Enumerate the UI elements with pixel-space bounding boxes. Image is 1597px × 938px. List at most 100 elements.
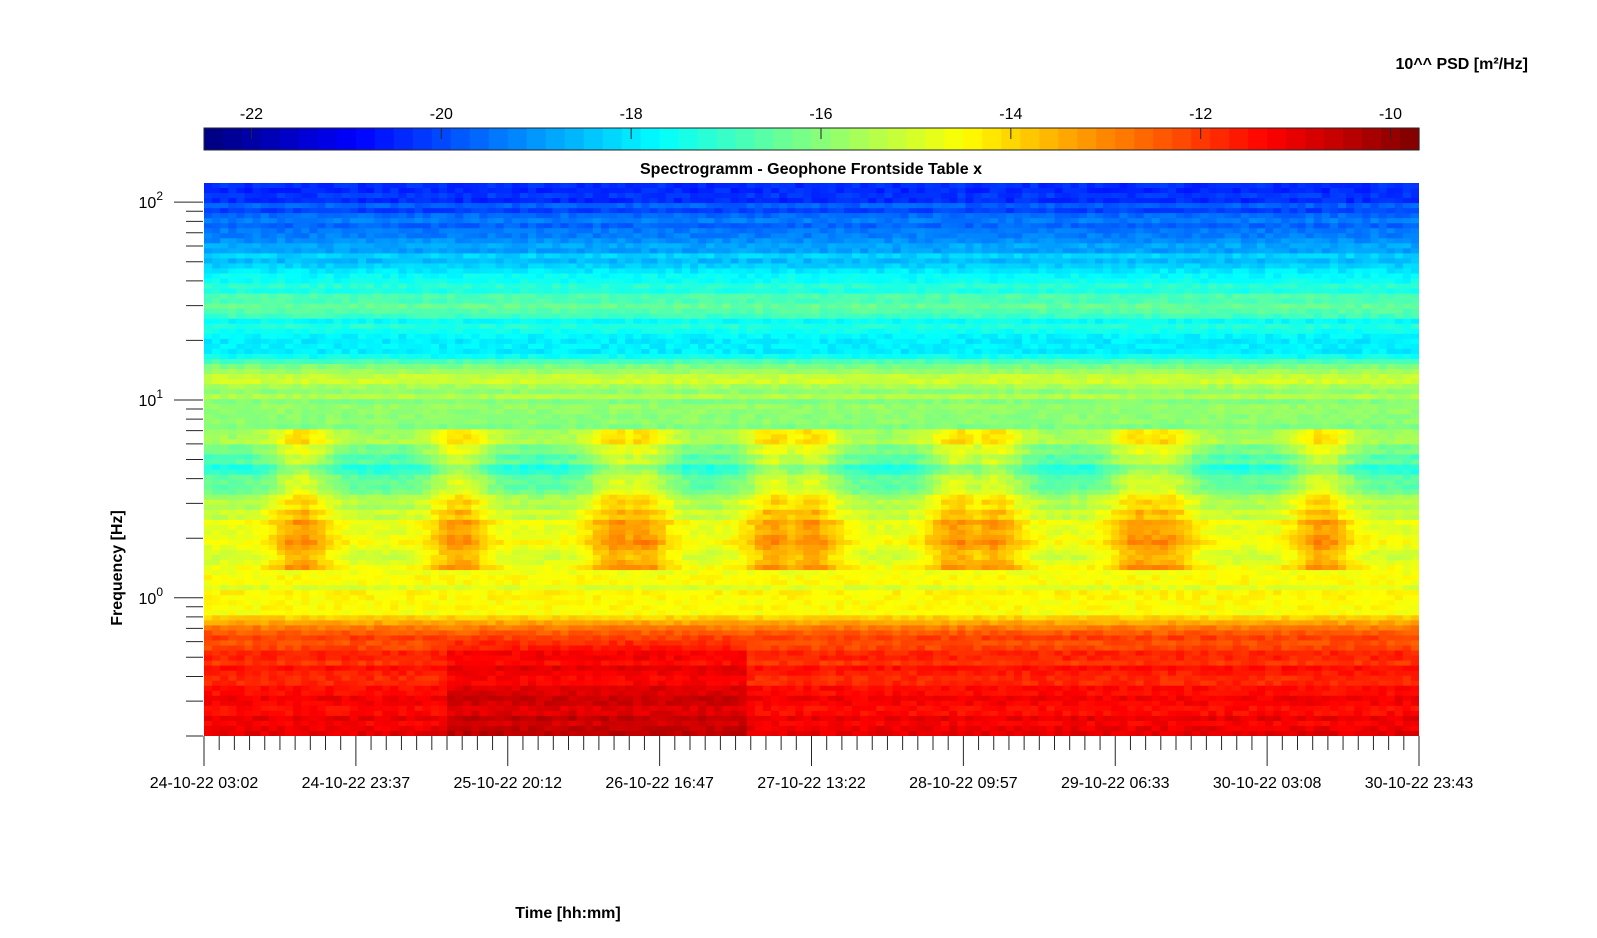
heatmap-cell xyxy=(1297,243,1307,249)
heatmap-cell xyxy=(657,223,667,229)
heatmap-cell xyxy=(1184,303,1193,310)
heatmap-cell xyxy=(609,233,618,239)
heatmap-cell xyxy=(1265,243,1274,249)
heatmap-cell xyxy=(1289,233,1299,239)
heatmap-cell xyxy=(714,258,723,265)
heatmap-cell xyxy=(714,278,723,285)
heatmap-cell xyxy=(519,243,529,249)
heatmap-cell xyxy=(1354,233,1363,239)
heatmap-cell xyxy=(787,213,796,219)
heatmap-cell xyxy=(341,318,351,325)
heatmap-cell xyxy=(673,218,683,224)
heatmap-cell xyxy=(1224,303,1234,310)
heatmap-cell xyxy=(398,233,408,239)
heatmap-cell xyxy=(649,268,659,275)
heatmap-cell xyxy=(560,228,570,234)
heatmap-cell xyxy=(398,258,408,265)
heatmap-cell xyxy=(1103,233,1112,239)
heatmap-cell xyxy=(544,323,553,330)
heatmap-cell xyxy=(1232,248,1242,254)
heatmap-cell xyxy=(1014,293,1023,300)
heatmap-cell xyxy=(430,198,440,204)
heatmap-cell xyxy=(754,193,764,199)
heatmap-cell xyxy=(1086,258,1096,265)
heatmap-cell xyxy=(641,203,651,209)
heatmap-cell xyxy=(714,298,723,305)
heatmap-cell xyxy=(730,213,740,219)
heatmap-cell xyxy=(1265,288,1274,295)
heatmap-cell xyxy=(746,323,756,330)
heatmap-cell xyxy=(1159,198,1169,204)
heatmap-cell xyxy=(609,328,618,335)
heatmap-cell xyxy=(1346,233,1355,239)
heatmap-cell xyxy=(1402,303,1412,310)
heatmap-cell xyxy=(673,188,683,194)
heatmap-cell xyxy=(1232,193,1242,199)
heatmap-cell xyxy=(730,233,740,239)
heatmap-cell xyxy=(1070,278,1080,285)
heatmap-cell xyxy=(455,238,464,244)
heatmap-cell xyxy=(1329,203,1339,209)
heatmap-cell xyxy=(1192,313,1201,320)
colorbar-cell xyxy=(963,128,983,150)
heatmap-cell xyxy=(1321,268,1331,275)
heatmap-cell xyxy=(762,193,772,199)
heatmap-cell xyxy=(1095,313,1104,320)
heatmap-cell xyxy=(576,308,586,315)
heatmap-cell xyxy=(463,343,472,350)
heatmap-cell xyxy=(220,313,229,320)
heatmap-cell xyxy=(949,323,958,330)
heatmap-cell xyxy=(941,328,950,335)
heatmap-cell xyxy=(325,318,335,325)
heatmap-cell xyxy=(1386,273,1396,280)
heatmap-cell xyxy=(997,198,1007,204)
heatmap-cell xyxy=(949,273,958,280)
heatmap-cell xyxy=(1078,278,1088,285)
heatmap-cell xyxy=(1086,318,1096,325)
heatmap-cell xyxy=(366,203,375,209)
heatmap-cell xyxy=(795,278,804,285)
heatmap-cell xyxy=(1176,248,1185,254)
heatmap-cell xyxy=(681,203,691,209)
heatmap-cell xyxy=(430,223,440,229)
heatmap-cell xyxy=(309,208,318,214)
heatmap-cell xyxy=(1394,268,1404,275)
heatmap-cell xyxy=(852,328,861,335)
heatmap-cell xyxy=(479,343,489,350)
heatmap-cell xyxy=(455,343,464,350)
heatmap-cell xyxy=(560,193,570,199)
heatmap-cell xyxy=(1216,313,1226,320)
heatmap-cell xyxy=(1338,308,1347,315)
heatmap-cell xyxy=(762,238,772,244)
heatmap-cell xyxy=(228,238,237,244)
heatmap-cell xyxy=(1232,313,1242,320)
heatmap-cell xyxy=(487,203,497,209)
heatmap-cell xyxy=(1030,328,1039,335)
heatmap-cell xyxy=(592,238,602,244)
heatmap-cell xyxy=(973,268,983,275)
heatmap-cell xyxy=(1281,323,1290,330)
heatmap-cell xyxy=(965,203,975,209)
colorbar-cell xyxy=(1267,128,1287,150)
heatmap-cell xyxy=(382,323,391,330)
heatmap-cell xyxy=(382,228,391,234)
heatmap-cell xyxy=(738,258,748,265)
heatmap-cell xyxy=(989,323,999,330)
heatmap-cell xyxy=(924,333,934,340)
heatmap-cell xyxy=(1119,343,1128,350)
heatmap-cell xyxy=(673,223,683,229)
heatmap-cell xyxy=(236,288,246,295)
heatmap-cell xyxy=(357,258,367,265)
heatmap-cell xyxy=(1224,318,1234,325)
heatmap-cell xyxy=(366,228,375,234)
heatmap-cell xyxy=(965,183,975,189)
heatmap-cell xyxy=(592,228,602,234)
heatmap-cell xyxy=(1078,288,1088,295)
heatmap-cell xyxy=(1038,308,1047,315)
heatmap-cell xyxy=(584,333,594,340)
heatmap-cell xyxy=(398,323,408,330)
heatmap-cell xyxy=(1005,298,1015,305)
heatmap-cell xyxy=(835,198,845,204)
heatmap-cell xyxy=(341,288,351,295)
heatmap-cell xyxy=(1119,313,1128,320)
